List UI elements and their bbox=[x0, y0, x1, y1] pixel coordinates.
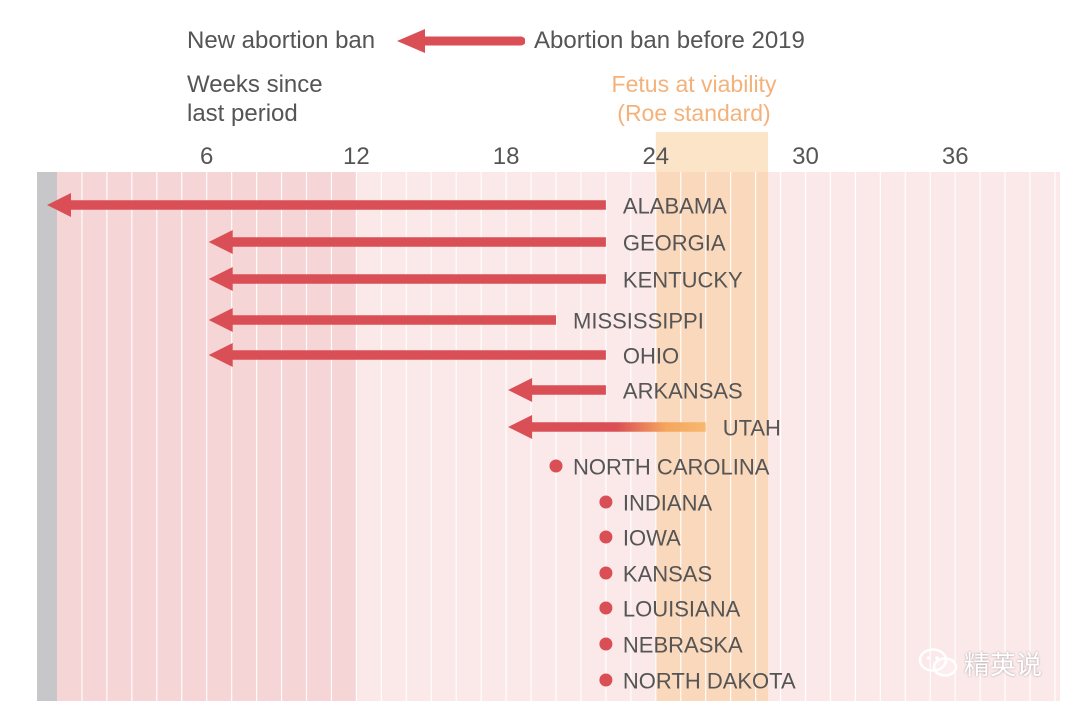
axis-title-line1: Weeks since bbox=[187, 71, 323, 98]
watermark: 精英说 bbox=[918, 645, 1042, 681]
background-band-first-trimester bbox=[37, 172, 357, 701]
state-label-north-dakota: NORTH DAKOTA bbox=[623, 669, 796, 694]
viability-band bbox=[655, 132, 769, 701]
dot-north-carolina bbox=[549, 459, 563, 473]
background-strip-week-zero bbox=[37, 172, 57, 701]
tick-label-36: 36 bbox=[942, 143, 969, 170]
legend-new-ban-label: New abortion ban bbox=[187, 27, 376, 54]
arrow-head-mississippi bbox=[208, 308, 233, 332]
state-label-mississippi: MISSISSIPPI bbox=[573, 309, 704, 334]
state-label-alabama: ALABAMA bbox=[623, 194, 727, 219]
state-label-iowa: IOWA bbox=[623, 526, 681, 551]
state-label-north-carolina: NORTH CAROLINA bbox=[573, 455, 770, 480]
state-label-nebraska: NEBRASKA bbox=[623, 633, 743, 658]
arrow-head-alabama bbox=[47, 193, 71, 217]
dot-kansas bbox=[599, 566, 613, 580]
state-label-utah: UTAH bbox=[723, 416, 781, 441]
dot-indiana bbox=[599, 495, 613, 509]
tick-label-18: 18 bbox=[493, 143, 520, 170]
tick-label-30: 30 bbox=[792, 143, 819, 170]
legend-arrow bbox=[397, 29, 525, 53]
tick-label-24: 24 bbox=[642, 143, 669, 170]
dot-louisiana bbox=[599, 601, 613, 615]
state-label-kentucky: KENTUCKY bbox=[623, 268, 743, 293]
tick-label-12: 12 bbox=[343, 143, 370, 170]
arrow-head-kentucky bbox=[208, 267, 233, 291]
state-label-arkansas: ARKANSAS bbox=[623, 379, 743, 404]
viability-label-line1: Fetus at viability bbox=[611, 71, 777, 97]
viability-label: Fetus at viability (Roe standard) bbox=[586, 70, 802, 128]
state-label-ohio: OHIO bbox=[623, 344, 679, 369]
dot-nebraska bbox=[599, 637, 613, 651]
viability-label-line2: (Roe standard) bbox=[617, 100, 771, 126]
axis-title-line2: last period bbox=[187, 100, 298, 127]
axis-title: Weeks since last period bbox=[187, 70, 323, 128]
arrow-head-utah bbox=[508, 415, 533, 439]
dot-iowa bbox=[599, 530, 613, 544]
dot-north-dakota bbox=[599, 673, 613, 687]
state-label-indiana: INDIANA bbox=[623, 491, 713, 516]
arrow-head-ohio bbox=[208, 343, 233, 367]
state-label-georgia: GEORGIA bbox=[623, 231, 726, 256]
wechat-icon bbox=[918, 648, 958, 677]
legend-old-ban-label: Abortion ban before 2019 bbox=[534, 27, 805, 54]
arrow-head-arkansas bbox=[508, 378, 533, 402]
arrow-head-georgia bbox=[208, 230, 233, 254]
state-label-kansas: KANSAS bbox=[623, 562, 712, 587]
tick-label-6: 6 bbox=[200, 143, 213, 170]
state-label-louisiana: LOUISIANA bbox=[623, 597, 741, 622]
watermark-text: 精英说 bbox=[964, 650, 1043, 681]
